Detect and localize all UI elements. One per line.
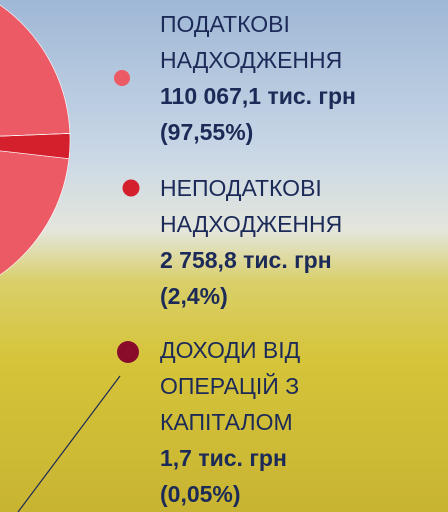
legend-marker <box>123 180 140 197</box>
percent-label: (2,4%) <box>160 278 342 314</box>
label-block: ПОДАТКОВІ НАДХОДЖЕННЯ 110 067,1 тис. грн… <box>160 6 356 150</box>
percent-label: (0,05%) <box>160 476 300 512</box>
legend-marker <box>117 341 139 363</box>
infographic: ПОДАТКОВІ НАДХОДЖЕННЯ 110 067,1 тис. грн… <box>0 0 448 512</box>
value-label: 110 067,1 тис. грн <box>160 78 356 114</box>
value-label: 1,7 тис. грн <box>160 440 300 476</box>
percent-label: (97,55%) <box>160 114 356 150</box>
category-label: ПОДАТКОВІ НАДХОДЖЕННЯ <box>160 6 356 78</box>
leader-line <box>18 376 120 512</box>
category-label: ДОХОДИ ВІД ОПЕРАЦІЙ З КАПІТАЛОМ <box>160 332 300 440</box>
category-label: НЕПОДАТКОВІ НАДХОДЖЕННЯ <box>160 170 342 242</box>
legend-marker <box>114 70 130 86</box>
value-label: 2 758,8 тис. грн <box>160 242 342 278</box>
label-block: ДОХОДИ ВІД ОПЕРАЦІЙ З КАПІТАЛОМ 1,7 тис.… <box>160 332 300 512</box>
label-block: НЕПОДАТКОВІ НАДХОДЖЕННЯ 2 758,8 тис. грн… <box>160 170 342 314</box>
